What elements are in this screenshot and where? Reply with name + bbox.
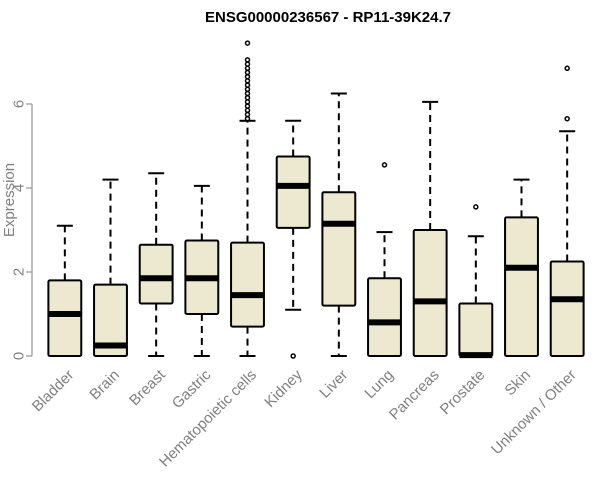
y-axis: 0 2 4 6 [10, 100, 33, 360]
outlier-point [564, 65, 570, 72]
x-tick-label: Breast [126, 366, 169, 409]
box-lung [367, 162, 402, 357]
box-bladder [47, 224, 83, 357]
y-tick-label: 0 [10, 352, 27, 360]
box-skin [504, 178, 539, 357]
box-iqr [47, 279, 83, 357]
outlier-point [244, 103, 251, 109]
boxes-layer [47, 40, 585, 359]
box-iqr [321, 191, 357, 307]
box-brain [93, 178, 128, 358]
box-hematopoietic-cells [230, 40, 265, 357]
outlier-point [244, 90, 251, 97]
outlier-point [473, 204, 479, 210]
outlier-point [244, 86, 251, 93]
outlier-point [244, 61, 251, 67]
y-axis-label: Expression [1, 163, 18, 237]
outlier-point [244, 111, 251, 118]
box-gastric [184, 184, 220, 357]
x-tick-label: Gastric [169, 366, 215, 412]
outlier-point [244, 69, 251, 76]
x-tick-label: Pancreas [386, 367, 443, 424]
outlier-point [564, 115, 570, 122]
y-tick-label: 6 [10, 100, 27, 108]
box-unknown-other [549, 65, 585, 357]
outlier-point [244, 99, 251, 105]
box-iqr [458, 302, 494, 357]
box-iqr [412, 229, 448, 357]
x-tick-label: Prostate [437, 367, 489, 419]
outlier-point [244, 78, 251, 84]
box-liver [321, 92, 357, 357]
outlier-point [244, 65, 251, 72]
box-kidney [275, 119, 311, 359]
x-tick-label: Liver [316, 367, 351, 402]
outlier-point [244, 40, 251, 46]
outlier-point [244, 73, 251, 80]
outlier-point [244, 57, 251, 63]
outlier-point [244, 94, 251, 101]
x-tick-label: Brain [86, 367, 123, 404]
outlier-point [244, 82, 251, 88]
box-iqr [549, 260, 585, 357]
box-iqr [275, 155, 311, 229]
box-breast [138, 172, 174, 357]
outlier-point [381, 162, 388, 168]
box-prostate [458, 204, 494, 359]
chart-title: ENSG00000236567 - RP11-39K24.7 [205, 9, 451, 26]
box-iqr [138, 243, 174, 305]
outlier-point [290, 353, 296, 359]
x-tick-label: Skin [501, 367, 534, 400]
y-tick-label: 2 [10, 268, 27, 276]
box-iqr [367, 277, 402, 357]
box-iqr [93, 283, 128, 358]
x-tick-label: Lung [361, 367, 397, 403]
box-iqr [230, 241, 265, 328]
x-tick-label: Bladder [29, 367, 78, 416]
outlier-point [244, 115, 251, 122]
box-pancreas [412, 100, 448, 357]
x-tick-label: Unknown / Other [488, 367, 580, 459]
y-tick-label: 4 [10, 184, 27, 192]
box-iqr [504, 216, 539, 357]
x-tick-label: Kidney [261, 366, 306, 411]
outlier-point [244, 107, 251, 114]
